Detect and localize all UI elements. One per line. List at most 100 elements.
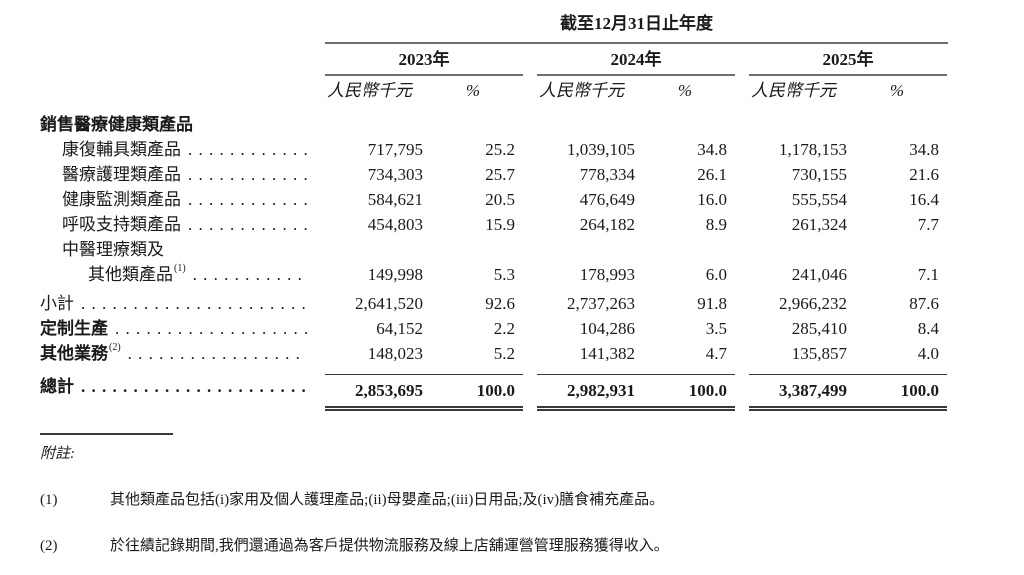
row-values [325,237,948,262]
percent-cell: 7.7 [917,215,939,234]
percent-cell: 6.0 [705,265,727,284]
table-row: 康復輔具類產品717,79525.21,039,10534.81,178,153… [40,137,948,162]
year-value-group: 285,410 8.4 [749,316,947,341]
percent-cell: 16.4 [909,190,939,209]
year-value-group: 454,803 15.9 [325,212,523,237]
notes-divider [40,433,173,435]
percent-cell: 87.6 [909,294,939,313]
footnote-item: (1) 其他類產品包括(i)家用及個人護理產品;(ii)母嬰產品;(iii)日用品… [40,489,920,511]
percent-cell: 4.0 [917,344,939,363]
amount-cell: 730,155 [791,165,847,184]
row-values: 734,303 25.7 778,334 26.1 730,155 21.6 [325,162,948,187]
table-row: 定制生產 64,152 2.2 104,286 3.5 285,410 8.4 [40,316,948,341]
percent-cell: 34.8 [697,140,727,159]
row-label: 其他類產品 [88,265,173,284]
notes-section: 附註: (1) 其他類產品包括(i)家用及個人護理產品;(ii)母嬰產品;(iii… [40,433,920,557]
percent-header: % [889,81,905,100]
dot-leader [188,162,307,187]
row-label-cell: 定制生產 [40,316,325,341]
amount-cell: 178,993 [579,265,635,284]
percent-cell: 5.3 [493,265,515,284]
row-values: 584,621 20.5 476,649 16.0 555,554 16.4 [325,187,948,212]
year-value-group: 734,303 25.7 [325,162,523,187]
row-label-cell: 中醫理療類及 [40,237,325,262]
table-row: 總計2,853,695100.02,982,931100.03,387,4991… [40,374,948,411]
row-label-cell: 其他類產品 (1) [40,262,325,287]
percent-cell: 91.8 [697,294,727,313]
year-value-group: 717,795 25.2 [325,137,523,162]
amount-cell: 261,324 [791,215,847,234]
amount-cell: 64,152 [376,319,423,338]
year-group-columns: 人民幣千元% [537,80,735,102]
dot-leader [81,291,307,316]
percent-cell: 2.2 [493,319,515,338]
amount-cell: 555,554 [791,190,847,209]
year-value-group: 2,737,263 91.8 [537,291,735,316]
row-label-cell: 康復輔具類產品 [40,137,325,162]
percent-cell: 7.1 [917,265,939,284]
row-label: 康復輔具類產品 [62,140,181,159]
percent-cell: 92.6 [485,294,515,313]
amount-cell: 2,982,931 [537,374,635,411]
amount-header: 人民幣千元 [327,81,412,100]
percent-cell: 15.9 [485,215,515,234]
row-label-cell: 呼吸支持類產品 [40,212,325,237]
year-label: 2024年 [537,49,735,76]
year-value-group: 2,641,520 92.6 [325,291,523,316]
percent-cell: 100.0 [847,374,947,411]
row-values: 64,152 2.2 104,286 3.5 285,410 8.4 [325,316,948,341]
row-values: 149,998 5.3 178,993 6.0 241,046 7.1 [325,262,948,287]
amount-cell: 141,382 [579,344,635,363]
numeric-region: 截至12月31日止年度 2023年 2024年 2025年 人民幣千元% 人民幣千元%… [325,12,948,102]
year-header-row: 2023年 2024年 2025年 [325,44,948,76]
amount-cell: 2,737,263 [567,294,635,313]
row-label-cell: 銷售醫療健康類產品 [40,112,325,137]
amount-cell: 476,649 [579,190,635,209]
year-value-group: 584,621 20.5 [325,187,523,212]
row-label-cell: 健康監測類產品 [40,187,325,212]
table-header: 截至12月31日止年度 2023年 2024年 2025年 人民幣千元% 人民幣千元%… [40,12,948,102]
percent-cell: 100.0 [423,374,523,411]
year-group-columns: 人民幣千元% [749,80,947,102]
table-row: 銷售醫療健康類產品 [40,112,948,137]
year-value-group: 2,966,232 87.6 [749,291,947,316]
percent-cell: 8.9 [705,215,727,234]
amount-cell: 3,387,499 [749,374,847,411]
percent-cell: 25.2 [485,140,515,159]
year-value-group: 2,853,695 100.0 [325,374,523,411]
year-value-group: 104,286 3.5 [537,316,735,341]
dot-leader [188,137,307,162]
amount-cell: 2,966,232 [779,294,847,313]
row-label-cell: 小計 [40,291,325,316]
row-values: 454,803 15.9 264,182 8.9 261,324 7.7 [325,212,948,237]
footnote-marker: (2) [40,538,58,554]
row-label: 呼吸支持類產品 [62,215,181,234]
revenue-table: 截至12月31日止年度 2023年 2024年 2025年 人民幣千元% 人民幣千元%… [40,12,948,411]
amount-cell: 1,039,105 [567,140,635,159]
amount-cell: 264,182 [579,215,635,234]
year-value-group: 148,023 5.2 [325,341,523,366]
table-row: 呼吸支持類產品 454,803 15.9 264,182 8.9 261,324 7.7 [40,212,948,237]
percent-cell: 3.5 [705,319,727,338]
year-value-group: 778,334 26.1 [537,162,735,187]
percent-cell: 34.8 [909,140,939,159]
year-value-group: 178,993 6.0 [537,262,735,287]
footnote-text: 其他類產品包括(i)家用及個人護理產品;(ii)母嬰產品;(iii)日用品;及(… [110,492,665,508]
row-label: 其他業務 [40,344,108,363]
dot-leader [115,316,307,341]
amount-header: 人民幣千元 [539,81,624,100]
row-label: 健康監測類產品 [62,190,181,209]
dot-leader [193,262,307,287]
amount-cell: 584,621 [367,190,423,209]
table-row: 醫療護理類產品 734,303 25.7 778,334 26.1 730,155 21.6 [40,162,948,187]
footnotes-list: (1) 其他類產品包括(i)家用及個人護理產品;(ii)母嬰產品;(iii)日用品… [40,489,920,557]
year-value-group: 135,857 4.0 [749,341,947,366]
row-label-cell: 其他業務 (2) [40,341,325,366]
percent-cell: 25.7 [485,165,515,184]
table-row: 健康監測類產品 584,621 20.5 476,649 16.0 555,554 16.4 [40,187,948,212]
year-value-group: 264,182 8.9 [537,212,735,237]
amount-cell: 104,286 [579,319,635,338]
table-row: 其他類產品(1) 149,998 5.3 178,993 6.0 241,046 7.1 [40,262,948,287]
